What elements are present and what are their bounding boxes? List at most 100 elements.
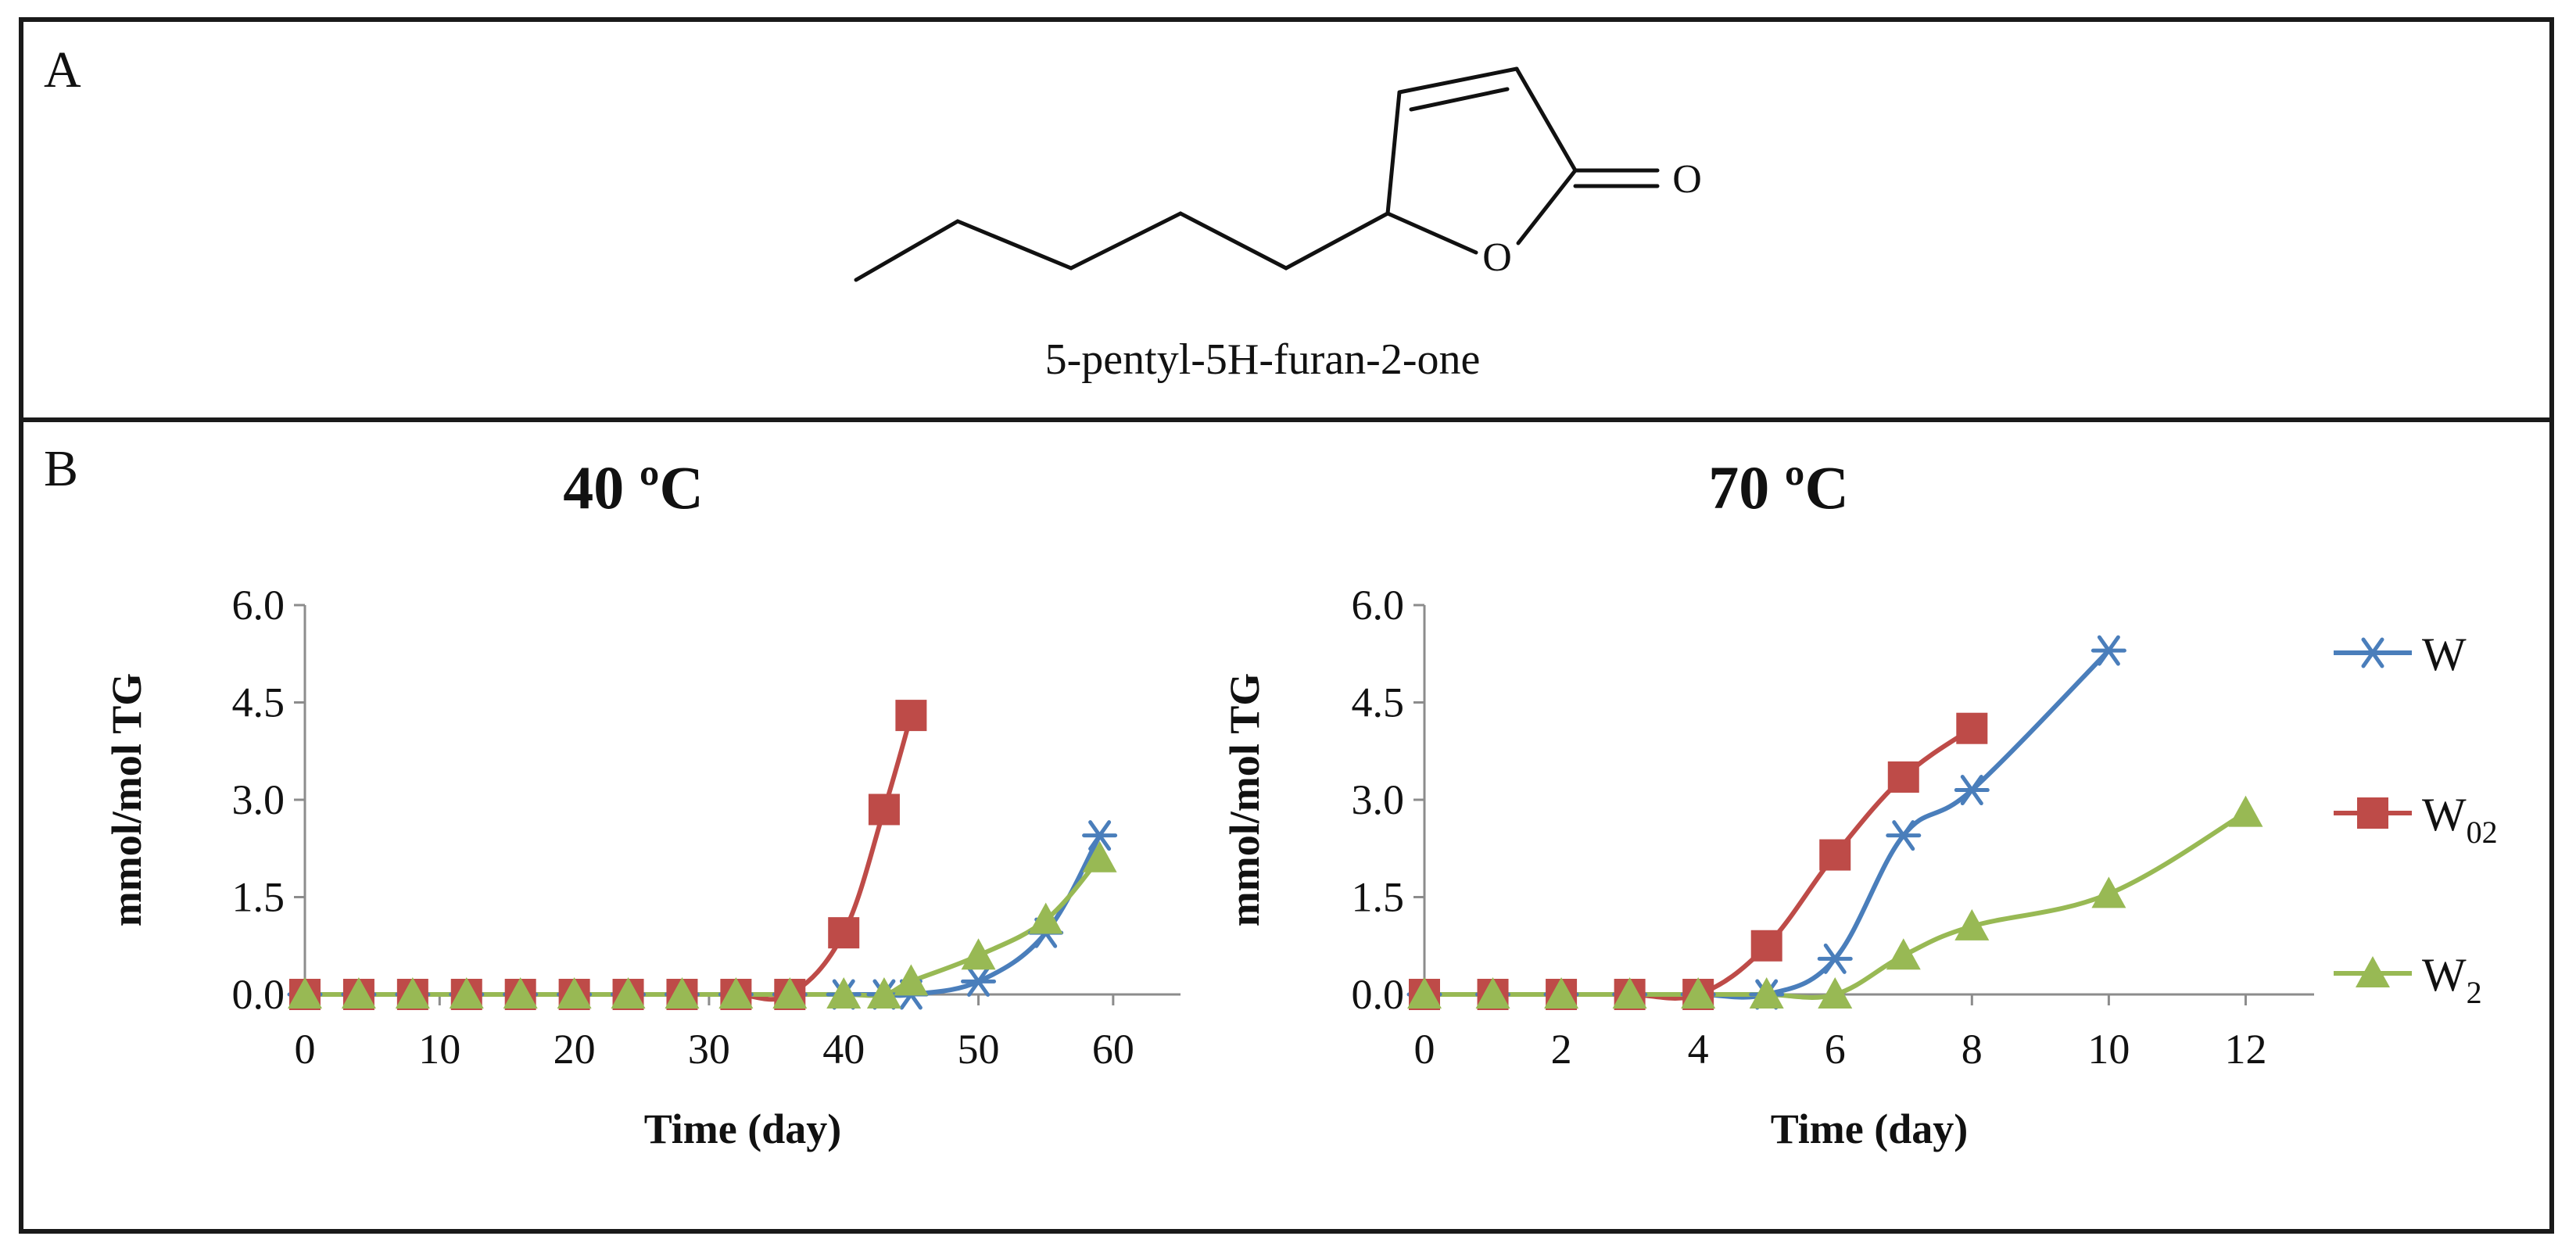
chart-2-xtick-label: 8 bbox=[1962, 1026, 1983, 1073]
chart-2-xtick-label: 2 bbox=[1551, 1026, 1572, 1073]
chart-2-point-w2 bbox=[2091, 876, 2126, 908]
chart-2-xtick-label: 10 bbox=[2087, 1026, 2130, 1073]
chart-2-xtick-label: 12 bbox=[2224, 1026, 2266, 1073]
chart-2-xtick-label: 6 bbox=[1825, 1026, 1846, 1073]
chart-1-point-w bbox=[1082, 820, 1118, 851]
chart-1-point-w2 bbox=[341, 977, 376, 1009]
chart-2-point-w2 bbox=[1681, 977, 1716, 1009]
chart-70c: 70 ºC 0.0 1.5 3.0 4.5 6.0 0 2 4 6 8 10 12 Time (day) m… bbox=[1221, 453, 2314, 1152]
chart-1-point-w2 bbox=[826, 977, 862, 1009]
legend-label: W02 bbox=[2422, 789, 2498, 850]
chart-2-point-w02 bbox=[1887, 761, 1919, 793]
chart-2-point-w2 bbox=[1749, 977, 1784, 1009]
chart-1-point-w2 bbox=[718, 977, 754, 1009]
chart-1-series-line-w2 bbox=[305, 856, 1102, 998]
legend-item-w2: W2 bbox=[2334, 949, 2482, 1010]
chart-1-point-w2 bbox=[894, 964, 929, 996]
ring-double-bond-inner bbox=[1409, 87, 1510, 112]
chart-1-point-w02 bbox=[828, 917, 860, 949]
chart-1-ylabel: mmol/mol TG bbox=[103, 673, 150, 927]
chart-1-ytick-label: 1.5 bbox=[232, 874, 285, 921]
chart-2-xlabel: Time (day) bbox=[1771, 1105, 1969, 1152]
chart-2-ytick-label: 3.0 bbox=[1352, 776, 1405, 823]
chart-1-point-w02 bbox=[895, 700, 927, 732]
chart-1-xtick-label: 40 bbox=[822, 1026, 865, 1073]
ring-oxygen-label: O bbox=[1482, 235, 1512, 280]
chart-1-point-w-d2 bbox=[1088, 820, 1112, 851]
chart-1-point-w2 bbox=[866, 977, 901, 1009]
chart-1-title: 40 ºC bbox=[563, 453, 704, 521]
chart-1-xtick-label: 0 bbox=[295, 1026, 316, 1073]
legend-label: W2 bbox=[2422, 949, 2482, 1010]
ring-bond-c2-o1 bbox=[1516, 168, 1578, 245]
chart-1-ytick-label: 4.5 bbox=[232, 679, 285, 726]
chart-2-point-w02 bbox=[1819, 839, 1851, 871]
chart-40c: 40 ºC 0.0 1.5 3.0 4.5 6.0 0 10 20 30 40 50 60 Time (d… bbox=[103, 453, 1181, 1152]
chart-1-series-line-w02 bbox=[305, 715, 914, 1002]
legend-marker bbox=[2355, 637, 2391, 668]
chart-1-point-w2 bbox=[772, 977, 808, 1009]
chart-2-point-w2 bbox=[1954, 908, 1990, 940]
legend-item-w02: W02 bbox=[2334, 789, 2498, 850]
chart-1-xtick-label: 10 bbox=[418, 1026, 460, 1073]
chart-2-ytick-label: 4.5 bbox=[1352, 679, 1405, 726]
chart-2-point-w2 bbox=[1544, 977, 1579, 1009]
chart-1-point-w2 bbox=[395, 977, 430, 1009]
chart-1-ytick-label: 0.0 bbox=[232, 971, 285, 1018]
chart-2-point-w bbox=[1954, 775, 1990, 806]
structure-bonds bbox=[854, 66, 1660, 282]
pentyl-chain bbox=[854, 211, 1390, 282]
chart-2-point-w02 bbox=[1956, 712, 1988, 744]
legend-marker-d2 bbox=[2361, 637, 2384, 668]
chart-2-ytick-label: 6.0 bbox=[1352, 582, 1405, 629]
legend-label-subscript: 2 bbox=[2467, 975, 2482, 1010]
legend-label: W bbox=[2422, 629, 2467, 680]
panel-a: A O O 5-pentyl-5H-furan-2-one bbox=[19, 17, 2554, 422]
chart-2-point-w2 bbox=[1475, 977, 1510, 1009]
chart-1-ytick-label: 6.0 bbox=[232, 582, 285, 629]
chart-1-series-line-w bbox=[305, 834, 1102, 998]
chart-1-ytick-label: 3.0 bbox=[232, 776, 285, 823]
chart-1-xtick-label: 50 bbox=[958, 1026, 1000, 1073]
chart-1-point-w2 bbox=[557, 977, 592, 1009]
chart-2-point-w-d2 bbox=[1960, 775, 1983, 806]
chart-1-point-w2 bbox=[288, 977, 322, 1009]
chart-2-ytick-label: 1.5 bbox=[1352, 874, 1405, 921]
chart-1-point-w2 bbox=[1082, 840, 1117, 872]
chart-1-point-w2 bbox=[665, 977, 700, 1009]
chart-1-xlabel: Time (day) bbox=[644, 1105, 842, 1152]
ring-bond-c5-c4 bbox=[1385, 90, 1402, 216]
chart-2-point-w bbox=[2091, 635, 2126, 666]
legend-item-w: W bbox=[2334, 629, 2467, 680]
panel-b-label: B bbox=[44, 440, 79, 497]
legend: W W02 W2 bbox=[2334, 629, 2498, 1010]
ring-bond-c3-c2 bbox=[1514, 66, 1578, 173]
chart-2-point-w2 bbox=[1612, 977, 1647, 1009]
chart-1-point-w2 bbox=[961, 938, 996, 970]
chart-2-point-w2 bbox=[1886, 938, 1921, 970]
legend-marker bbox=[2356, 956, 2390, 987]
chart-1-point-w-d2 bbox=[967, 966, 991, 997]
chart-1-point-w2 bbox=[611, 977, 646, 1009]
compound-name: 5-pentyl-5H-furan-2-one bbox=[1045, 335, 1481, 384]
chart-1-xtick-label: 30 bbox=[688, 1026, 730, 1073]
legend-marker bbox=[2357, 797, 2388, 829]
chart-1-point-w02 bbox=[868, 794, 900, 826]
ring-bond-c4-c3 bbox=[1397, 66, 1519, 95]
ring-bond-o1-c5 bbox=[1385, 211, 1478, 255]
chart-1-point-w2 bbox=[503, 977, 538, 1009]
chart-2-point-w-d2 bbox=[2097, 635, 2120, 666]
chart-1-point-w2 bbox=[1028, 902, 1063, 934]
chart-1-point-w bbox=[961, 966, 997, 997]
panel-b: B 40 ºC 0.0 1.5 3.0 4.5 6.0 0 10 20 30 40 50 60 Time … bbox=[19, 417, 2554, 1234]
carbonyl-oxygen-label: O bbox=[1672, 157, 1702, 202]
chart-2-ytick-label: 0.0 bbox=[1352, 971, 1405, 1018]
chart-2-point-w-d2 bbox=[1823, 943, 1847, 974]
chart-2-xtick-label: 0 bbox=[1414, 1026, 1435, 1073]
panel-a-label: A bbox=[44, 41, 81, 99]
chart-2-point-w2 bbox=[1818, 977, 1853, 1009]
chart-1-xtick-label: 20 bbox=[554, 1026, 596, 1073]
chart-2-point-w bbox=[1817, 943, 1853, 974]
chart-1-xtick-label: 60 bbox=[1092, 1026, 1134, 1073]
